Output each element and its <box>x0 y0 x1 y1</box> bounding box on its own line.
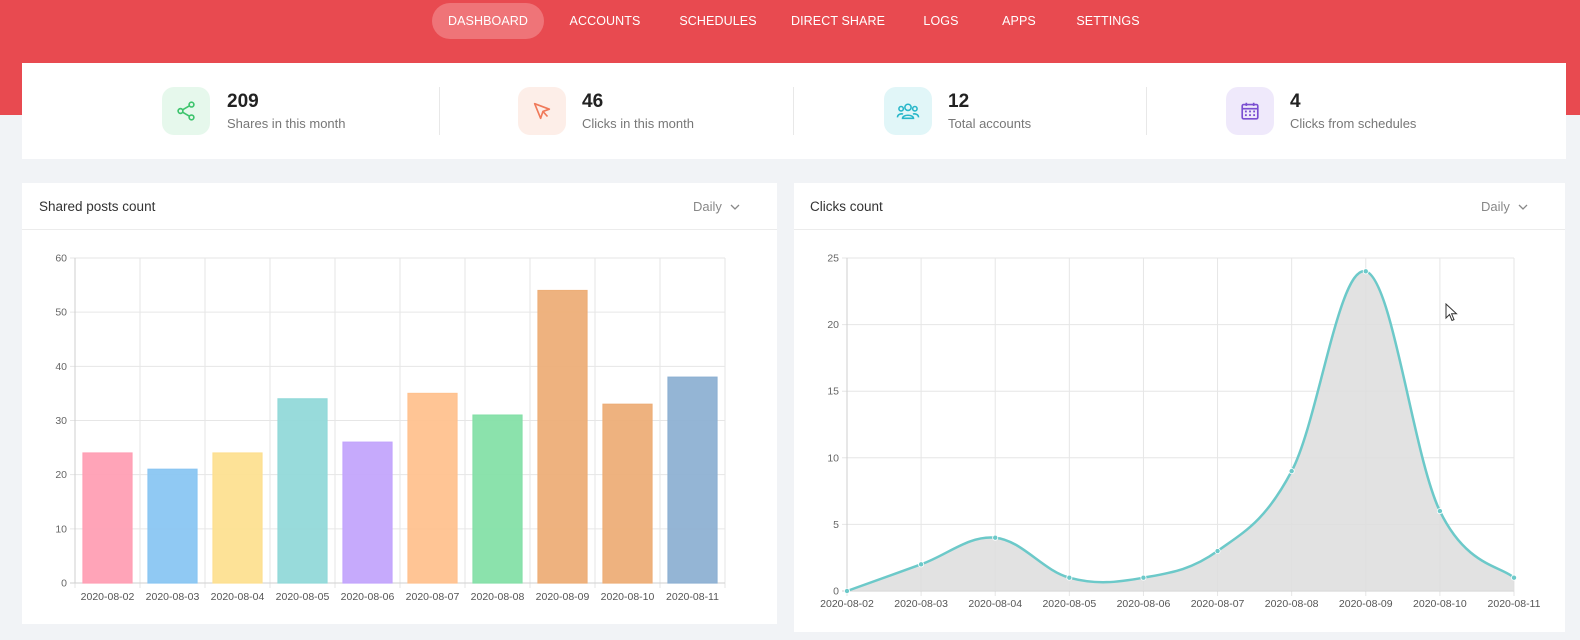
x-tick-label: 2020-08-06 <box>1117 598 1171 610</box>
bar <box>667 376 718 584</box>
nav-settings[interactable]: SETTINGS <box>1076 14 1140 28</box>
x-tick-label: 2020-08-03 <box>894 598 948 610</box>
y-tick-label: 10 <box>827 452 839 464</box>
bar <box>82 452 133 584</box>
x-tick-label: 2020-08-08 <box>471 591 525 603</box>
bar <box>602 403 653 584</box>
data-point <box>844 587 851 594</box>
stat-value: 12 <box>948 91 970 112</box>
main-nav: DASHBOARD ACCOUNTS SCHEDULES DIRECT SHAR… <box>0 3 1580 39</box>
stat-value: 46 <box>582 91 604 112</box>
bar <box>407 392 458 584</box>
stat-divider <box>1146 87 1147 135</box>
nav-dashboard[interactable]: DASHBOARD <box>432 3 544 39</box>
stat-label: Clicks from schedules <box>1290 116 1417 131</box>
data-point <box>1511 574 1518 581</box>
period-label: Daily <box>693 199 722 214</box>
chevron-down-icon <box>730 204 740 210</box>
period-dropdown[interactable]: Daily <box>693 199 740 214</box>
mouse-pointer-icon <box>1445 303 1458 322</box>
clicks-chart-card: Clicks count Daily 2020-08-02 2020-08-03 2… <box>794 183 1565 632</box>
stat-label: Shares in this month <box>227 116 346 131</box>
x-tick-label: 2020-08-11 <box>1488 598 1541 610</box>
x-tick-label: 2020-08-04 <box>211 591 265 603</box>
line-chart: 2020-08-02 2020-08-03 2020-08-04 2020-08-05… <box>820 253 1541 611</box>
y-tick-label: 40 <box>55 361 67 373</box>
card-title: Shared posts count <box>39 199 156 214</box>
x-tick-label: 2020-08-09 <box>1339 598 1393 610</box>
share-icon <box>162 87 210 135</box>
data-point <box>1066 574 1073 581</box>
y-tick-label: 50 <box>55 307 67 319</box>
x-tick-label: 2020-08-10 <box>1413 598 1467 610</box>
x-tick-label: 2020-08-02 <box>81 591 135 603</box>
nav-schedules[interactable]: SCHEDULES <box>679 14 757 28</box>
x-tick-label: 2020-08-02 <box>820 598 874 610</box>
stat-schedule-clicks: 4 Clicks from schedules <box>1226 63 1506 159</box>
bar <box>472 414 523 584</box>
card-divider <box>794 229 1565 230</box>
data-point <box>1214 548 1221 555</box>
stats-panel: 209 Shares in this month 46 Clicks in th… <box>22 63 1566 159</box>
bar <box>537 289 588 584</box>
x-tick-label: 2020-08-05 <box>276 591 330 603</box>
x-tick-label: 2020-08-04 <box>968 598 1022 610</box>
card-divider <box>22 229 777 230</box>
x-tick-label: 2020-08-08 <box>1265 598 1319 610</box>
stat-label: Clicks in this month <box>582 116 694 131</box>
data-point <box>918 561 925 568</box>
stat-divider <box>793 87 794 135</box>
bar <box>342 441 393 584</box>
data-point <box>1288 468 1295 475</box>
y-tick-label: 60 <box>55 253 67 265</box>
shares-chart-card: Shared posts count Daily 0 10 20 30 40 50 60 20… <box>22 183 777 624</box>
y-tick-label: 0 <box>61 578 67 590</box>
period-label: Daily <box>1481 199 1510 214</box>
cursor-click-icon <box>518 87 566 135</box>
bar <box>212 452 263 584</box>
stat-value: 209 <box>227 91 259 112</box>
x-tick-label: 2020-08-10 <box>601 591 655 603</box>
stat-shares: 209 Shares in this month <box>162 63 442 159</box>
nav-accounts[interactable]: ACCOUNTS <box>569 14 641 28</box>
x-tick-label: 2020-08-06 <box>341 591 395 603</box>
y-tick-label: 10 <box>55 523 67 535</box>
x-tick-label: 2020-08-07 <box>1191 598 1245 610</box>
y-tick-label: 20 <box>827 319 839 331</box>
y-tick-label: 20 <box>55 469 67 481</box>
period-dropdown[interactable]: Daily <box>1481 199 1528 214</box>
x-tick-label: 2020-08-05 <box>1042 598 1096 610</box>
stat-value: 4 <box>1290 91 1301 112</box>
x-tick-label: 2020-08-11 <box>666 591 719 603</box>
stat-label: Total accounts <box>948 116 1032 131</box>
data-point <box>992 534 999 541</box>
y-tick-label: 30 <box>55 415 67 427</box>
card-title: Clicks count <box>810 199 883 214</box>
x-tick-label: 2020-08-03 <box>146 591 200 603</box>
y-tick-label: 25 <box>827 253 839 265</box>
stat-clicks: 46 Clicks in this month <box>518 63 798 159</box>
data-point <box>1436 508 1443 515</box>
nav-direct-share[interactable]: DIRECT SHARE <box>790 14 886 28</box>
y-tick-label: 0 <box>833 586 839 598</box>
users-icon <box>884 87 932 135</box>
bar <box>147 468 198 584</box>
nav-apps[interactable]: APPS <box>1002 14 1036 28</box>
series-area <box>847 271 1514 591</box>
bar-chart: 0 10 20 30 40 50 60 2020-08-02 2020-08-03 2020-08… <box>55 253 726 603</box>
y-tick-label: 15 <box>827 386 839 398</box>
bar <box>277 398 328 584</box>
data-point <box>1140 574 1147 581</box>
nav-logs[interactable]: LOGS <box>923 14 959 28</box>
x-tick-label: 2020-08-09 <box>536 591 590 603</box>
stat-divider <box>439 87 440 135</box>
stat-accounts: 12 Total accounts <box>884 63 1144 159</box>
chevron-down-icon <box>1518 204 1528 210</box>
data-point <box>1362 268 1369 275</box>
calendar-icon <box>1226 87 1274 135</box>
x-tick-label: 2020-08-07 <box>406 591 460 603</box>
y-tick-label: 5 <box>833 519 839 531</box>
series-line <box>846 270 1515 593</box>
